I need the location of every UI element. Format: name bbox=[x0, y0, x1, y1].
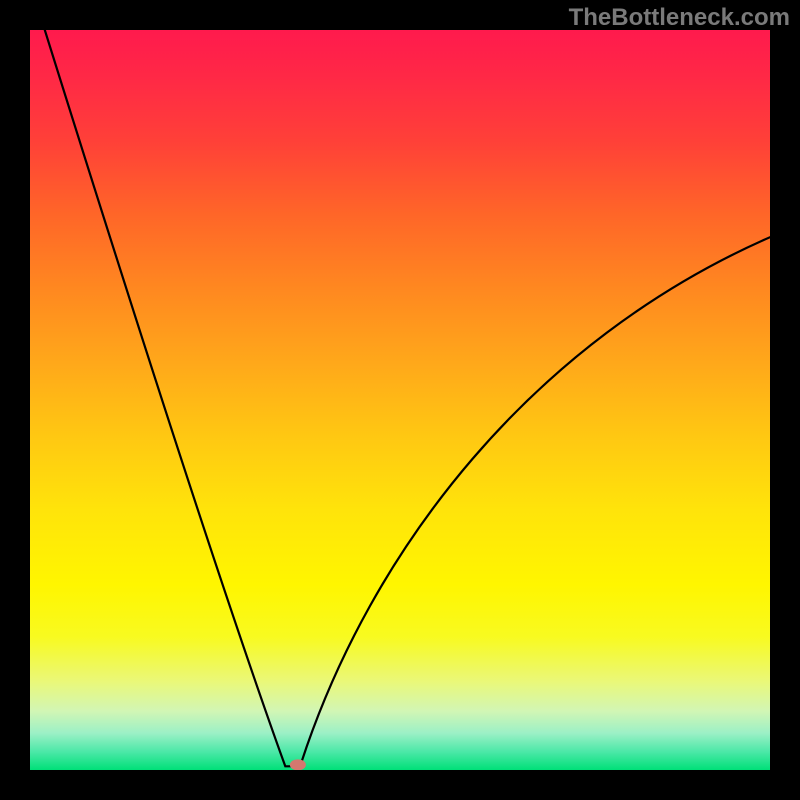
chart-svg bbox=[30, 30, 770, 770]
plot-background bbox=[30, 30, 770, 770]
plot-area bbox=[30, 30, 770, 770]
chart-frame: TheBottleneck.com bbox=[0, 0, 800, 800]
attribution-text: TheBottleneck.com bbox=[569, 4, 790, 32]
min-marker bbox=[290, 759, 306, 770]
